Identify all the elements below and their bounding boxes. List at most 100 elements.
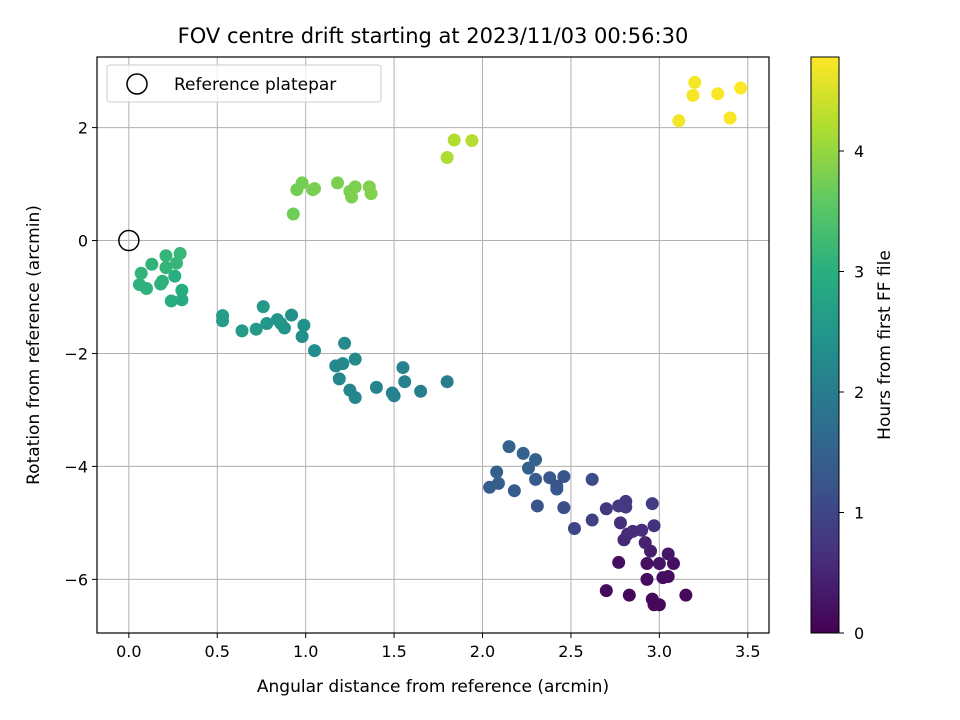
colorbar-tick-label: 4 — [854, 142, 864, 161]
scatter-point — [490, 465, 504, 479]
scatter-point — [661, 547, 675, 561]
x-axis-label: Angular distance from reference (arcmin) — [257, 677, 609, 697]
x-tick-label: 0.5 — [205, 642, 230, 661]
scatter-point — [159, 261, 173, 275]
scatter-point — [585, 472, 599, 486]
scatter-point — [173, 247, 187, 261]
y-tick-label: 2 — [78, 119, 88, 138]
scatter-point — [734, 81, 748, 95]
colorbar-tick-label: 0 — [854, 624, 864, 643]
scatter-point — [348, 180, 362, 194]
scatter-point — [723, 111, 737, 125]
x-tick-label: 1.0 — [293, 642, 318, 661]
scatter-point — [667, 557, 681, 571]
scatter-point — [308, 344, 322, 358]
scatter-point — [297, 318, 311, 332]
scatter-point — [132, 278, 146, 292]
scatter-point — [260, 317, 274, 331]
scatter-point — [345, 190, 359, 204]
y-tick-label: −2 — [64, 344, 88, 363]
scatter-point — [387, 389, 401, 403]
scatter-point — [550, 482, 564, 496]
scatter-point — [331, 176, 345, 190]
scatter-point — [414, 384, 428, 398]
colorbar-gradient — [810, 56, 840, 634]
scatter-point — [369, 380, 383, 394]
x-axis-ticks: 0.0 0.5 1.0 1.5 2.0 2.5 3.0 3.5 — [116, 633, 761, 661]
scatter-point — [447, 133, 461, 147]
scatter-point — [465, 134, 479, 148]
scatter-point — [502, 440, 516, 454]
scatter-point — [543, 471, 557, 485]
scatter-point — [557, 501, 571, 515]
scatter-point — [483, 480, 497, 494]
scatter-point — [295, 330, 309, 344]
scatter-point — [686, 88, 700, 102]
scatter-point — [343, 383, 357, 397]
y-axis-ticks: −6 −4 −2 0 2 — [64, 119, 97, 589]
scatter-point — [164, 294, 178, 308]
x-tick-label: 1.5 — [381, 642, 406, 661]
x-tick-label: 3.0 — [647, 642, 672, 661]
scatter-point — [688, 75, 702, 89]
scatter-point — [175, 283, 189, 297]
legend: Reference platepar — [106, 64, 382, 103]
chart-title: FOV centre drift starting at 2023/11/03 … — [178, 24, 689, 48]
scatter-point — [235, 324, 249, 338]
scatter-point — [622, 588, 636, 602]
colorbar-tick-label: 2 — [854, 383, 864, 402]
scatter-point — [336, 357, 350, 371]
x-tick-label: 3.5 — [735, 642, 760, 661]
scatter-point — [216, 314, 230, 328]
scatter-point — [635, 523, 649, 537]
scatter-point — [567, 522, 581, 536]
scatter-point — [398, 375, 412, 389]
legend-box — [106, 64, 382, 103]
reference-point — [118, 229, 140, 252]
scatter-point — [249, 322, 263, 336]
scatter-point — [145, 257, 159, 271]
scatter-point — [638, 536, 652, 550]
scatter-point — [286, 207, 300, 221]
plot-frame — [96, 56, 770, 634]
scatter-point — [672, 114, 686, 128]
scatter-point — [308, 182, 322, 196]
scatter-point — [159, 249, 173, 263]
scatter-point — [585, 513, 599, 527]
scatter-point — [613, 516, 627, 530]
scatter-point — [529, 453, 543, 467]
scatter-point — [711, 87, 725, 101]
scatter-point — [364, 187, 378, 201]
scatter-point — [175, 293, 189, 307]
scatter-points — [132, 75, 748, 612]
y-tick-label: 0 — [78, 232, 88, 251]
reference-marker — [118, 229, 140, 252]
legend-marker-icon — [126, 73, 148, 95]
scatter-point — [640, 572, 654, 586]
scatter-point — [440, 151, 454, 165]
scatter-point — [612, 555, 626, 569]
scatter-point — [645, 497, 659, 511]
colorbar: 0 1 2 3 4 Hours from first FF file — [810, 56, 895, 643]
legend-entry-label: Reference platepar — [174, 75, 336, 95]
scatter-point — [332, 372, 346, 386]
scatter-point — [396, 361, 410, 375]
scatter-point — [507, 484, 521, 498]
y-tick-label: −4 — [64, 457, 88, 476]
scatter-point — [338, 336, 352, 350]
x-tick-label: 2.5 — [558, 642, 583, 661]
scatter-point — [529, 472, 543, 486]
x-tick-label: 0.0 — [116, 642, 141, 661]
scatter-point — [285, 308, 299, 322]
scatter-point — [640, 557, 654, 571]
y-axis-label: Rotation from reference (arcmin) — [24, 205, 44, 485]
scatter-point — [168, 269, 182, 283]
scatter-point — [440, 375, 454, 389]
scatter-point — [348, 352, 362, 366]
colorbar-label: Hours from first FF file — [875, 250, 895, 440]
scatter-point — [270, 313, 284, 327]
scatter-point — [516, 446, 530, 460]
scatter-point — [599, 502, 613, 516]
scatter-point — [679, 588, 693, 602]
